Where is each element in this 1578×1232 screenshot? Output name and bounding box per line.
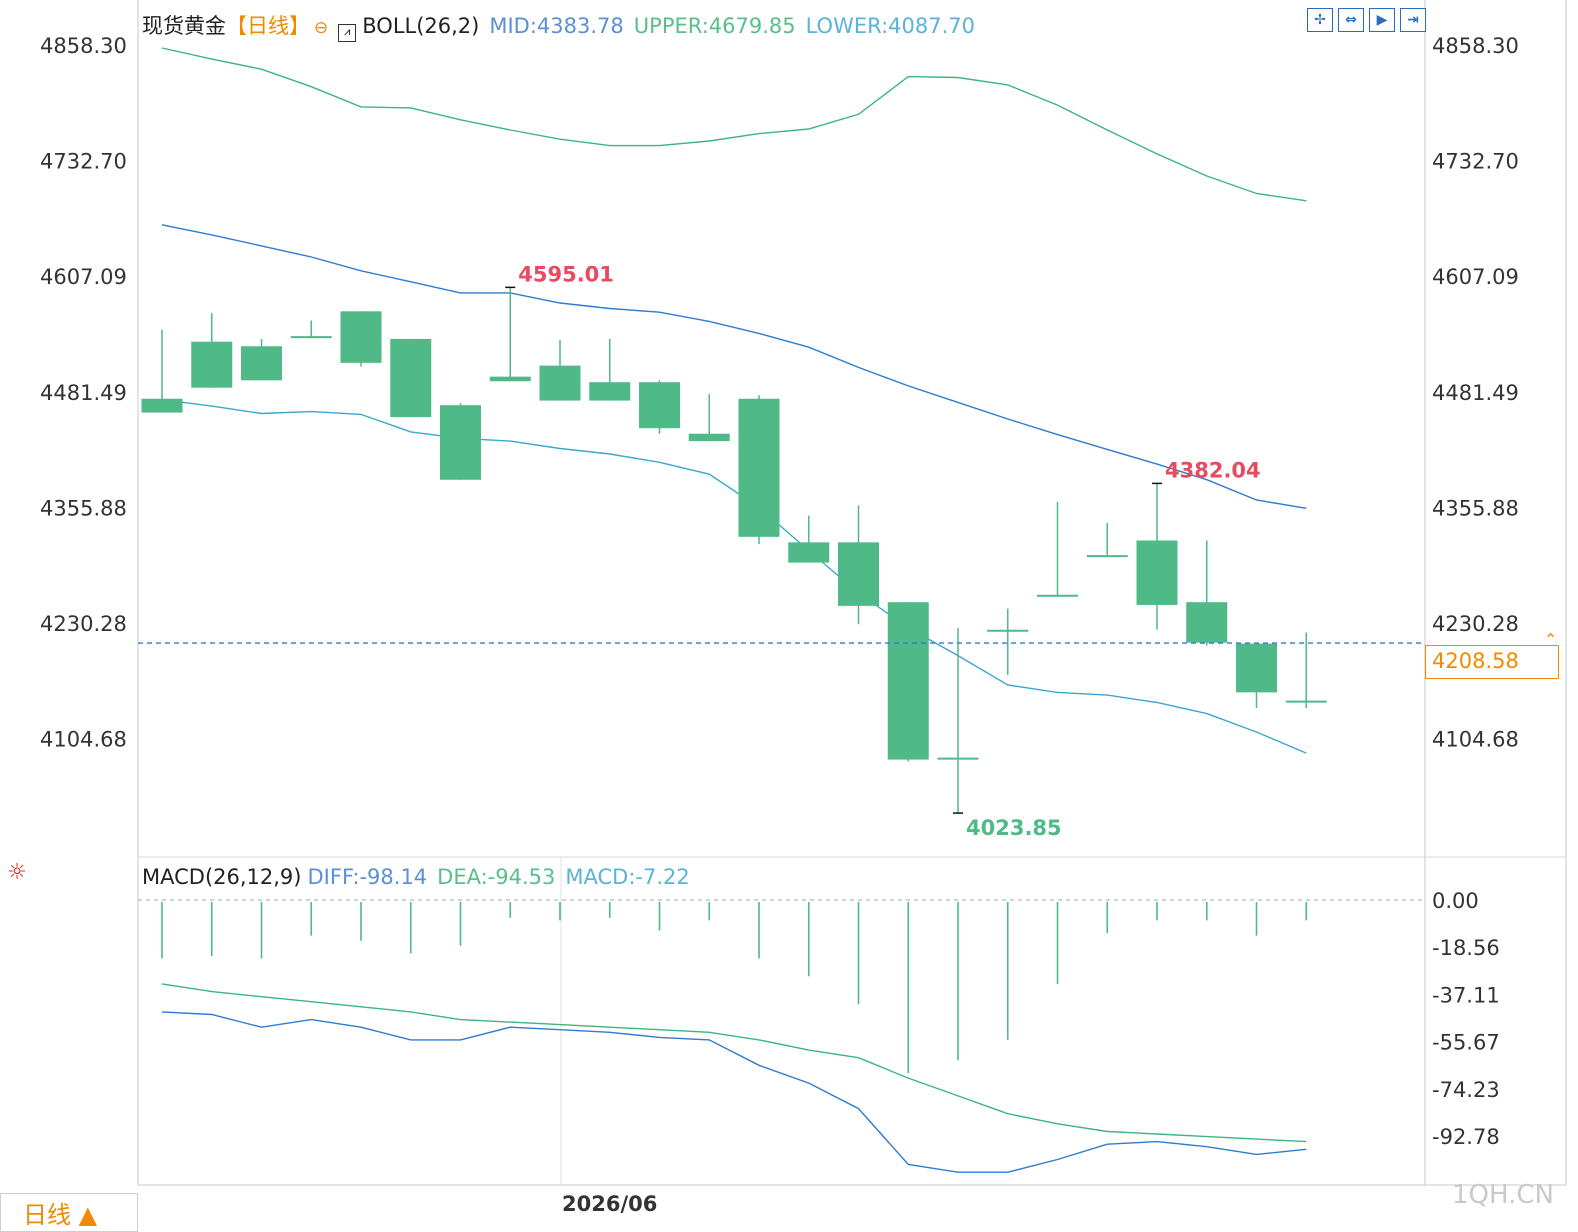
macd-y-tick: 0.00 [1432, 889, 1479, 913]
boll-chart-icon[interactable]: ⩘ [338, 24, 357, 42]
candle-body [539, 365, 581, 401]
period-selector-label: 日线 ▲ [23, 1201, 98, 1229]
boll-mid-value: MID:4383.78 [489, 14, 624, 38]
y-tick-right: 4230.28 [1432, 612, 1519, 636]
watermark: 1QH.CN [1452, 1180, 1554, 1210]
y-tick-right: 4355.88 [1432, 496, 1519, 520]
extreme-price-label: 4382.04 [1165, 458, 1261, 482]
y-tick-right: 4732.70 [1432, 150, 1519, 174]
boll-legend: 现货黄金【日线】 ⊖ ⩘ BOLL(26,2) MID:4383.78 UPPER:467… [142, 10, 985, 42]
boll-lower-line [161, 399, 1307, 754]
instrument-name: 现货黄金 [142, 14, 226, 38]
macd-y-tick: -74.23 [1432, 1078, 1500, 1102]
settings-circle-icon[interactable]: ⊖ [314, 18, 329, 38]
candle-body [639, 382, 680, 429]
macd-legend: MACD(26,12,9) DIFF:-98.14 DEA:-94.53 MACD:-… [142, 865, 700, 889]
candle-body [489, 376, 531, 382]
macd-indicator-label[interactable]: MACD(26,12,9) [142, 865, 302, 889]
period-selector-button[interactable]: 日线 ▲ [0, 1193, 138, 1232]
end-icon[interactable]: ⇥ [1400, 8, 1426, 32]
macd-y-tick: -55.67 [1432, 1031, 1500, 1055]
candle-body [1186, 602, 1228, 643]
candle-body [440, 405, 481, 480]
y-tick-right: 4858.30 [1432, 34, 1519, 58]
candle-body [1136, 540, 1178, 605]
candle-body [838, 542, 879, 606]
indicator-settings-icon[interactable]: ☼ [7, 860, 27, 885]
boll-upper-line [161, 47, 1307, 202]
macd-y-tick: -37.11 [1432, 983, 1500, 1007]
play-icon[interactable]: ▶ [1369, 8, 1395, 32]
extreme-price-label: 4595.01 [518, 262, 614, 286]
boll-upper-value: UPPER:4679.85 [633, 14, 796, 38]
current-price-box: 4208.58 [1425, 645, 1559, 679]
candle-body [589, 382, 631, 401]
y-tick-right: 4481.49 [1432, 381, 1519, 405]
candle-body [1236, 643, 1277, 693]
boll-indicator-label[interactable]: BOLL(26,2) [362, 14, 480, 38]
macd-dea-value: DEA:-94.53 [437, 865, 556, 889]
y-tick-left: 4732.70 [40, 150, 127, 174]
macd-macd-value: MACD:-7.22 [565, 865, 690, 889]
candle-body [738, 398, 780, 537]
candle-body [191, 341, 233, 388]
period-tag[interactable]: 【日线】 [226, 14, 310, 38]
y-tick-left: 4104.68 [40, 728, 127, 752]
macd-diff-line [161, 1011, 1307, 1173]
y-tick-right: 4607.09 [1432, 265, 1519, 289]
macd-diff-value: DIFF:-98.14 [307, 865, 428, 889]
y-tick-left: 4230.28 [40, 612, 127, 636]
extreme-price-label: 4023.85 [966, 816, 1062, 840]
macd-y-tick: -92.78 [1432, 1125, 1500, 1149]
macd-dea-line [161, 983, 1307, 1143]
current-price-value: 4208.58 [1432, 649, 1519, 673]
candle-body [340, 311, 382, 363]
x-axis-date-label: 2026/06 [562, 1192, 658, 1216]
price-alert-icon[interactable]: ⌃ [1544, 630, 1558, 649]
candle-body [390, 338, 432, 418]
y-tick-left: 4858.30 [40, 34, 127, 58]
candle-body [788, 542, 830, 563]
crosshair-icon[interactable]: ✢ [1307, 8, 1333, 32]
boll-mid-line [161, 224, 1307, 509]
candle-body [688, 433, 730, 442]
fit-icon[interactable]: ⇔ [1338, 8, 1364, 32]
candle-body [141, 398, 183, 413]
y-tick-left: 4355.88 [40, 496, 127, 520]
candle-body [241, 346, 282, 381]
y-tick-left: 4607.09 [40, 265, 127, 289]
boll-lower-value: LOWER:4087.70 [805, 14, 975, 38]
y-tick-left: 4481.49 [40, 381, 127, 405]
macd-y-tick: -18.56 [1432, 936, 1500, 960]
chart-toolbar: ✢ ⇔ ▶ ⇥ [1307, 8, 1426, 32]
candle-body [887, 602, 929, 760]
y-tick-right: 4104.68 [1432, 728, 1519, 752]
